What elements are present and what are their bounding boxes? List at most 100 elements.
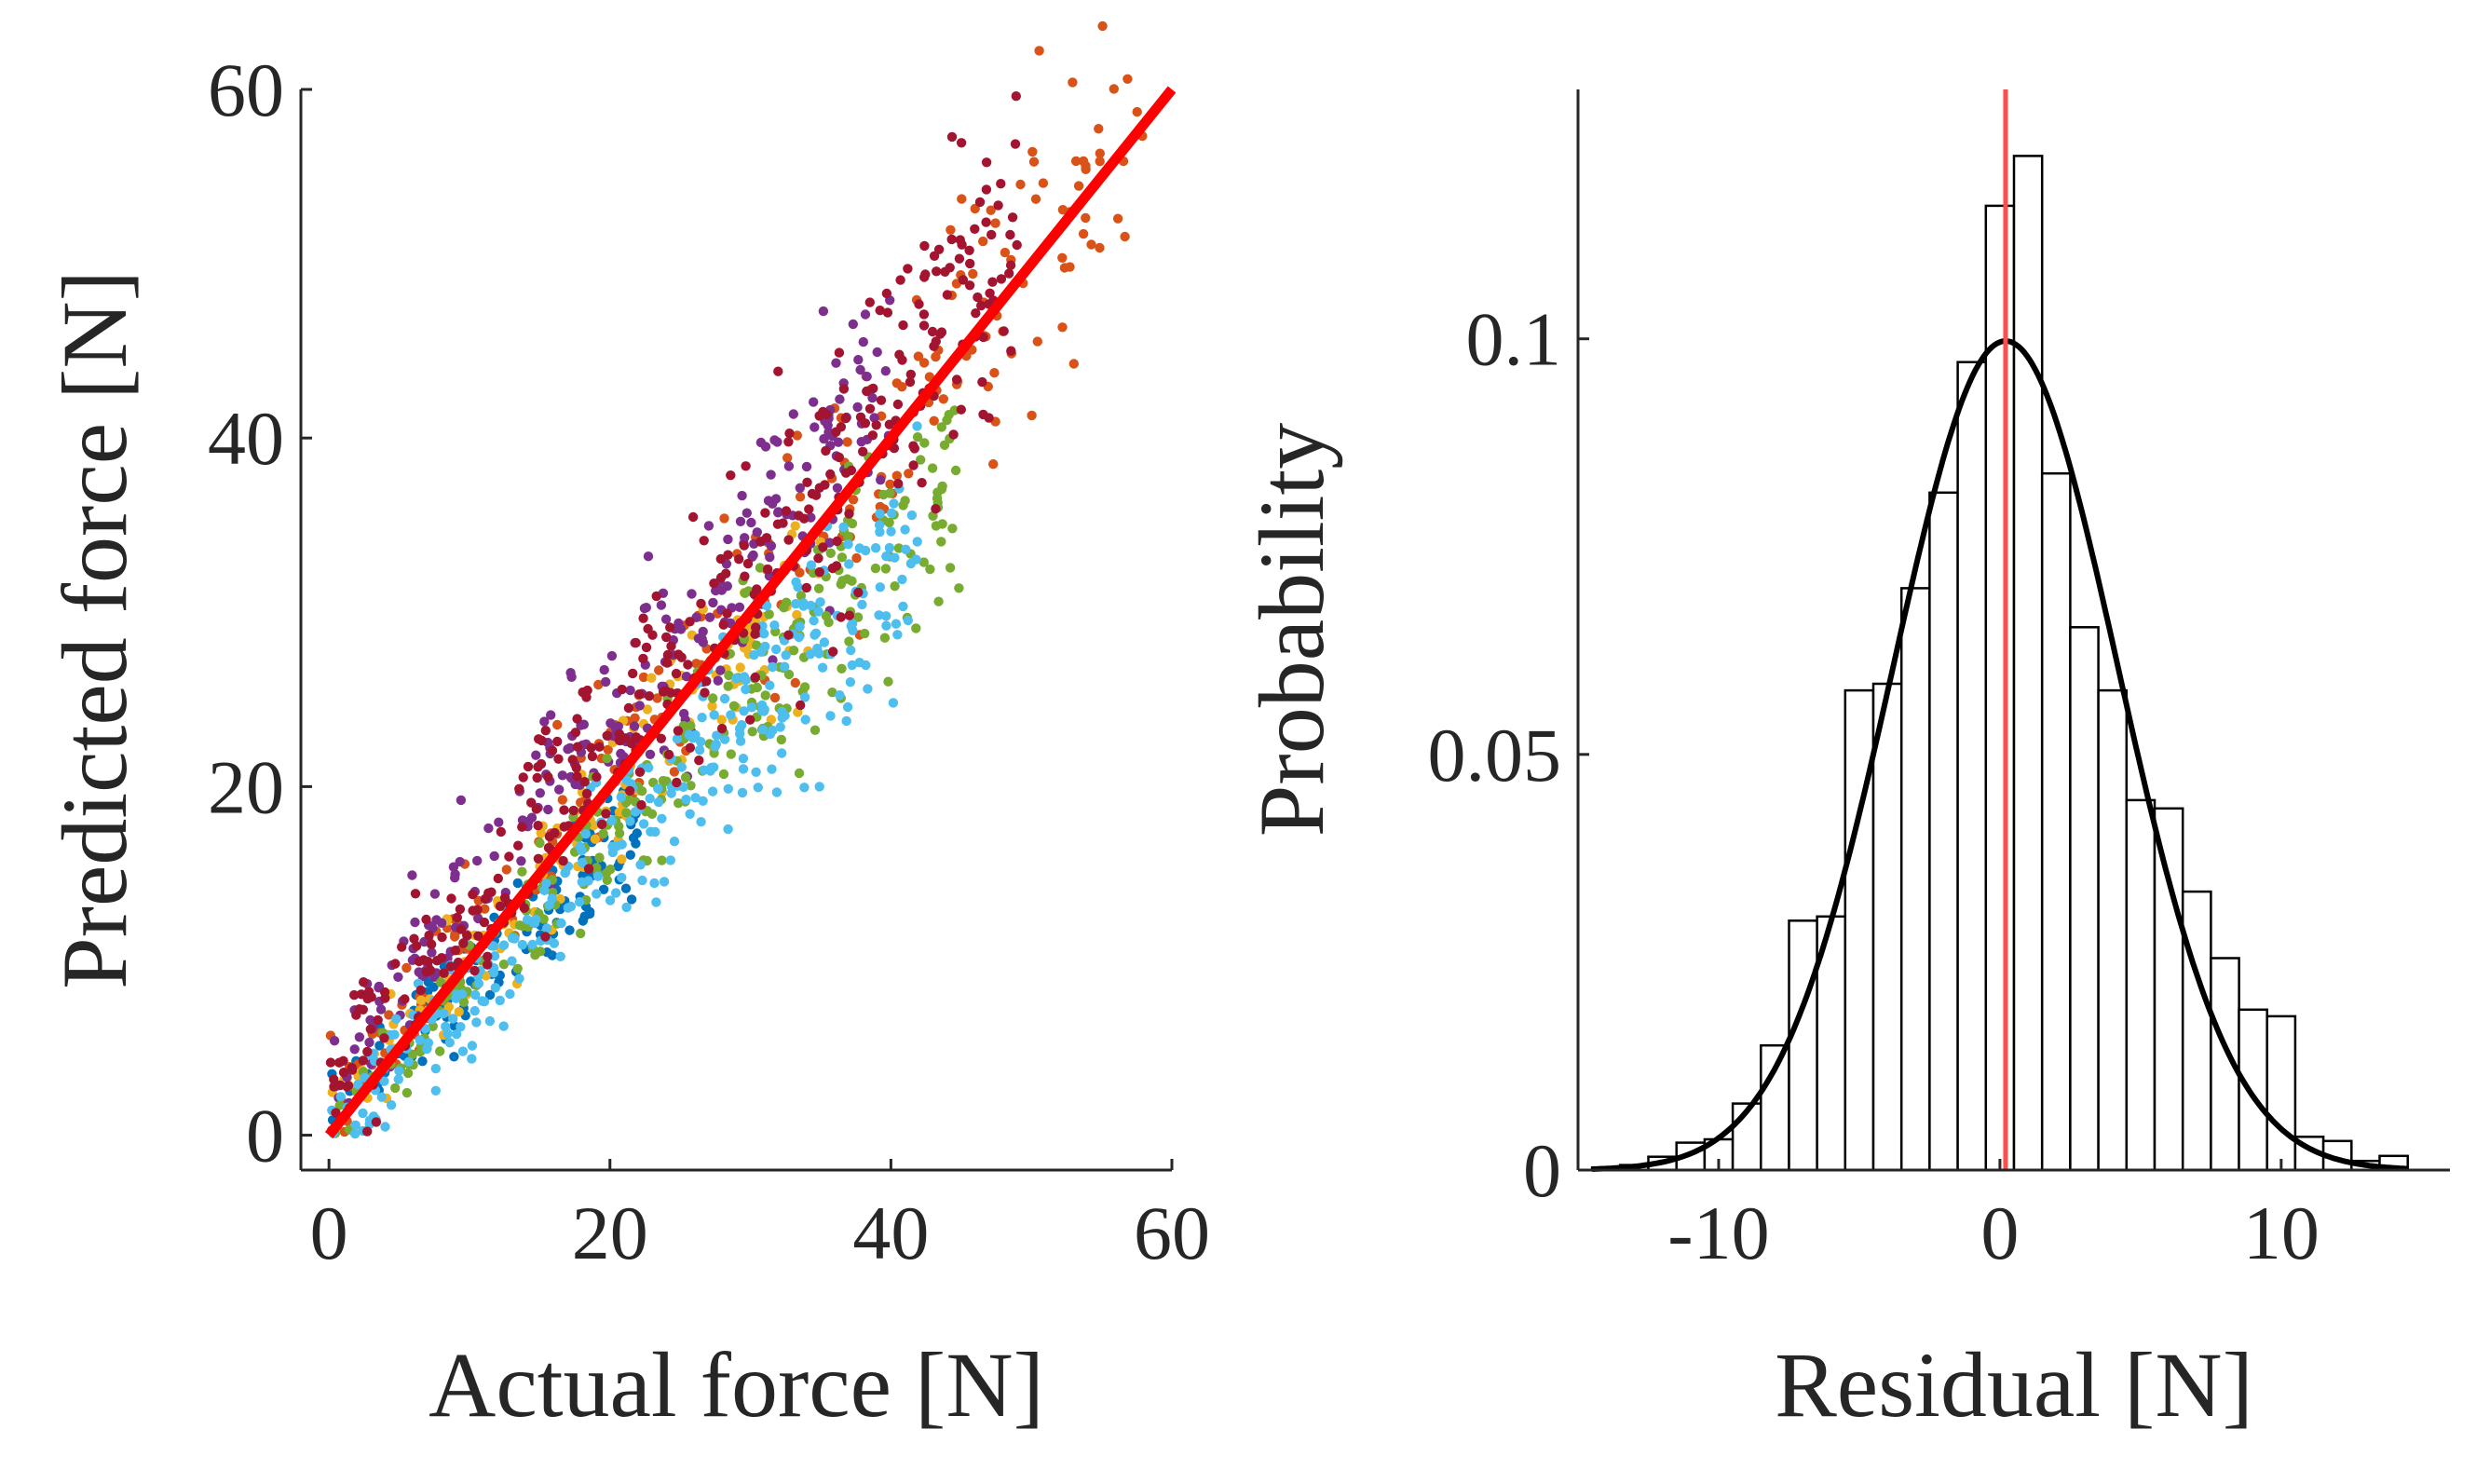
scatter-point bbox=[698, 796, 708, 806]
scatter-point bbox=[507, 956, 517, 966]
scatter-point bbox=[469, 965, 480, 976]
scatter-point bbox=[892, 630, 903, 640]
scatter-point bbox=[421, 914, 431, 925]
scatter-point bbox=[452, 912, 462, 923]
scatter-point bbox=[940, 266, 950, 277]
scatter-point bbox=[781, 506, 792, 516]
scatter-point bbox=[794, 632, 804, 643]
scatter-point bbox=[828, 647, 838, 657]
scatter-point bbox=[862, 372, 872, 382]
scatter-y-tick-label: 60 bbox=[208, 48, 284, 132]
scatter-point bbox=[819, 637, 830, 647]
scatter-point bbox=[955, 235, 966, 245]
scatter-point bbox=[791, 577, 801, 587]
scatter-point bbox=[931, 336, 941, 347]
scatter-point bbox=[605, 895, 616, 905]
histogram-y-tick-label: 0.1 bbox=[1466, 297, 1562, 382]
scatter-point bbox=[468, 889, 478, 900]
scatter-point bbox=[852, 402, 863, 413]
scatter-point bbox=[594, 742, 605, 752]
scatter-point bbox=[579, 777, 590, 787]
histogram-axes bbox=[1576, 89, 2450, 1172]
scatter-point bbox=[580, 829, 592, 839]
scatter-point bbox=[543, 804, 553, 815]
scatter-point bbox=[795, 483, 805, 493]
scatter-point bbox=[431, 956, 442, 966]
scatter-point bbox=[601, 809, 611, 819]
scatter-point bbox=[999, 326, 1009, 336]
scatter-point bbox=[572, 771, 582, 782]
scatter-point bbox=[686, 781, 696, 791]
scatter-point bbox=[798, 601, 809, 611]
scatter-point bbox=[353, 1079, 363, 1090]
scatter-point bbox=[586, 742, 596, 753]
scatter-point bbox=[680, 772, 691, 783]
scatter-point bbox=[716, 715, 727, 725]
scatter-point bbox=[1012, 239, 1022, 251]
scatter-point bbox=[794, 511, 804, 521]
scatter-point bbox=[563, 744, 573, 755]
scatter-point bbox=[772, 437, 782, 447]
scatter-point bbox=[832, 483, 843, 493]
scatter-point bbox=[806, 560, 817, 570]
scatter-point bbox=[875, 526, 885, 538]
scatter-point bbox=[329, 1074, 339, 1084]
scatter-point bbox=[1027, 146, 1038, 157]
scatter-point bbox=[390, 1082, 401, 1094]
scatter-point bbox=[645, 794, 655, 804]
scatter-point bbox=[708, 693, 718, 703]
scatter-point bbox=[415, 995, 427, 1006]
scatter-point bbox=[601, 676, 611, 688]
scatter-point bbox=[458, 997, 469, 1008]
scatter-point bbox=[936, 537, 946, 547]
scatter-point bbox=[906, 510, 918, 521]
scatter-point bbox=[678, 782, 688, 792]
scatter-point bbox=[442, 1028, 453, 1039]
scatter-point bbox=[657, 855, 667, 865]
scatter-point bbox=[672, 734, 683, 744]
scatter-point bbox=[654, 665, 664, 675]
scatter-point bbox=[1032, 336, 1043, 347]
scatter-point bbox=[772, 519, 783, 529]
scatter-point bbox=[559, 805, 569, 815]
scatter-point bbox=[708, 597, 718, 608]
scatter-point bbox=[988, 459, 999, 470]
scatter-point bbox=[390, 959, 401, 969]
scatter-point bbox=[840, 413, 851, 424]
scatter-point bbox=[993, 200, 1003, 211]
scatter-point bbox=[838, 384, 850, 394]
scatter-point bbox=[735, 516, 746, 526]
scatter-point bbox=[986, 205, 996, 215]
scatter-point bbox=[401, 1087, 413, 1098]
scatter-point bbox=[885, 488, 895, 498]
scatter-point bbox=[853, 355, 864, 365]
scatter-point bbox=[1068, 77, 1078, 88]
scatter-point bbox=[674, 649, 684, 660]
scatter-point bbox=[842, 437, 852, 447]
scatter-point bbox=[338, 1068, 349, 1078]
scatter-point bbox=[900, 496, 910, 506]
scatter-point bbox=[471, 1017, 482, 1028]
scatter-point bbox=[1030, 194, 1041, 204]
scatter-point bbox=[765, 728, 776, 740]
scatter-point bbox=[765, 551, 775, 563]
scatter-point bbox=[844, 559, 854, 569]
scatter-point bbox=[358, 1055, 368, 1066]
scatter-point bbox=[526, 797, 537, 808]
scatter-point bbox=[389, 1029, 400, 1040]
scatter-point bbox=[834, 452, 844, 463]
scatter-point bbox=[479, 996, 490, 1007]
scatter-point bbox=[637, 786, 647, 796]
scatter-point bbox=[592, 863, 602, 873]
scatter-point bbox=[665, 622, 675, 633]
scatter-point bbox=[552, 719, 563, 730]
scatter-point bbox=[848, 495, 859, 505]
scatter-point bbox=[855, 412, 866, 422]
scatter-point bbox=[703, 521, 714, 531]
scatter-point bbox=[783, 669, 795, 680]
scatter-point bbox=[527, 939, 537, 950]
scatter-point bbox=[1005, 260, 1016, 270]
scatter-point bbox=[430, 1063, 441, 1074]
scatter-point bbox=[847, 576, 857, 586]
scatter-point bbox=[892, 399, 904, 410]
